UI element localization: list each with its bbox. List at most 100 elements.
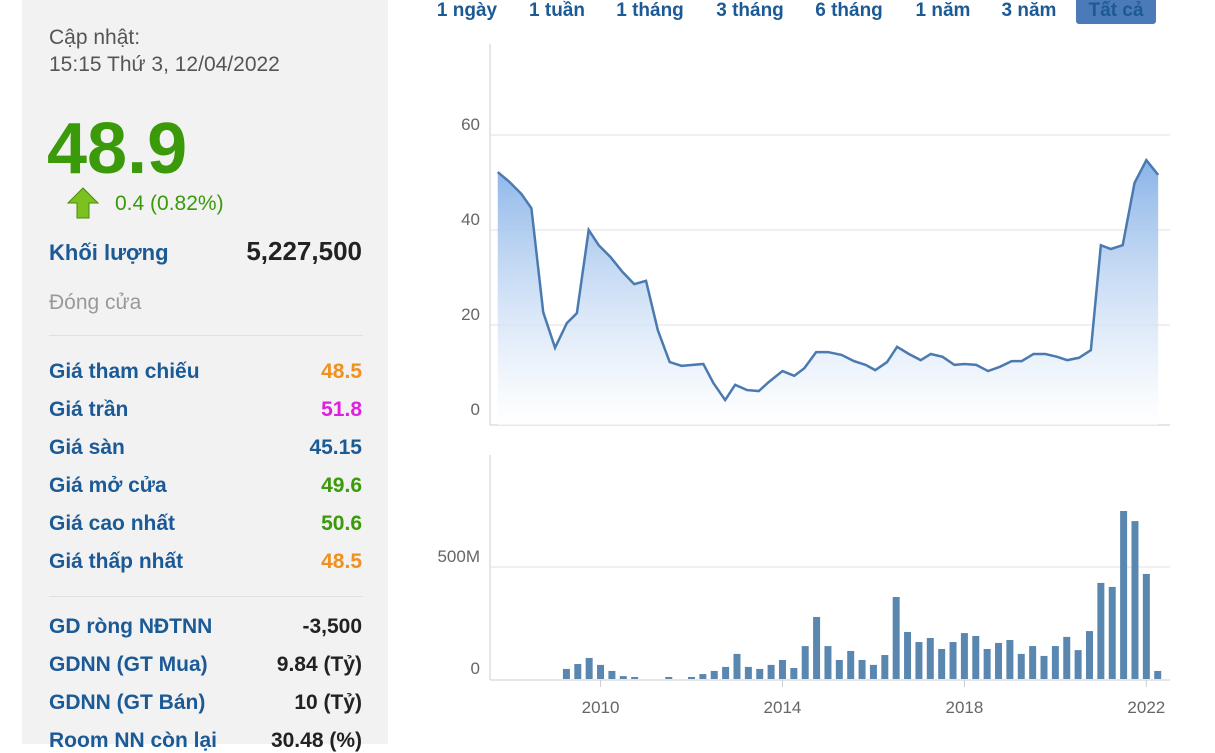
y-tick-label: 0 xyxy=(471,659,480,678)
row-label: Giá trần xyxy=(49,398,129,421)
volume-bar xyxy=(1074,650,1082,679)
volume-bar xyxy=(756,668,764,679)
volume-bar xyxy=(858,659,866,679)
row-label: Giá cao nhất xyxy=(49,512,176,535)
volume-bar xyxy=(778,659,786,679)
volume-bar xyxy=(960,633,968,679)
volume-bar xyxy=(926,638,934,679)
volume-bar xyxy=(1051,646,1059,679)
row-label: Giá tham chiếu xyxy=(49,360,200,383)
volume-bar xyxy=(949,642,957,679)
volume-bar xyxy=(1006,640,1014,679)
row-value: 48.5 xyxy=(321,550,362,573)
volume-bar xyxy=(801,646,809,679)
volume-bar xyxy=(1017,653,1025,679)
y-tick-label: 0 xyxy=(471,400,480,419)
volume-bar xyxy=(1131,521,1139,679)
volume-label: Khối lượng xyxy=(49,240,169,265)
x-tick-label: 2014 xyxy=(764,698,802,717)
range-button[interactable]: 3 tháng xyxy=(716,0,784,21)
volume-bar xyxy=(892,597,900,679)
volume-bar xyxy=(744,666,752,679)
volume-bar xyxy=(619,676,627,679)
y-tick-label: 40 xyxy=(461,210,480,229)
volume-bar xyxy=(1097,582,1105,679)
range-button[interactable]: 1 năm xyxy=(916,0,971,21)
volume-bar xyxy=(574,663,582,679)
row-value: 50.6 xyxy=(321,512,362,535)
row-value: 49.6 xyxy=(321,474,362,497)
row-label: GD ròng NĐTNN xyxy=(49,615,213,638)
row-value: 48.5 xyxy=(321,360,362,383)
x-tick-label: 2018 xyxy=(945,698,983,717)
row-label: Giá sàn xyxy=(49,436,125,459)
volume-bar xyxy=(824,646,832,679)
row-value: 9.84 (Tỷ) xyxy=(276,653,362,676)
volume-bar xyxy=(915,642,923,679)
price: 48.9 xyxy=(47,109,188,189)
volume-bar xyxy=(722,666,730,679)
volume-bar xyxy=(710,670,718,679)
volume-bar xyxy=(938,648,946,679)
y-tick-label: 20 xyxy=(461,305,480,324)
quote-panel: Cập nhật: 15:15 Thứ 3, 12/04/2022 48.9 0… xyxy=(22,0,388,752)
updated-label: Cập nhật: xyxy=(49,26,141,49)
volume-bar xyxy=(665,676,673,679)
volume-bar xyxy=(790,668,798,679)
row-value: -3,500 xyxy=(302,615,362,638)
volume-bar xyxy=(995,642,1003,679)
y-tick-label: 60 xyxy=(461,115,480,134)
row-value: 51.8 xyxy=(321,398,362,421)
row-value: 45.15 xyxy=(309,436,362,459)
range-button[interactable]: 1 tháng xyxy=(616,0,684,21)
volume-bar xyxy=(767,664,775,679)
volume-bar xyxy=(972,635,980,679)
separator xyxy=(49,335,363,336)
volume-bar xyxy=(869,664,877,679)
range-button[interactable]: Tất cả xyxy=(1089,0,1144,21)
price-line xyxy=(496,157,1160,403)
volume-bar xyxy=(699,674,707,679)
range-button[interactable]: 3 năm xyxy=(1002,0,1057,21)
up-arrow xyxy=(66,187,100,219)
volume-bar xyxy=(904,631,912,679)
volume-bar xyxy=(1085,631,1093,679)
volume-bar xyxy=(597,664,605,679)
volume-bar xyxy=(1029,646,1037,679)
volume-bar xyxy=(733,653,741,679)
volume-value: 5,227,500 xyxy=(246,236,362,266)
close-label: Đóng cửa xyxy=(49,291,142,314)
row-label: GDNN (GT Mua) xyxy=(49,653,208,676)
row-value: 10 (Tỷ) xyxy=(294,691,362,714)
volume-bar xyxy=(1108,586,1116,679)
volume-bar xyxy=(835,659,843,679)
row-label: Giá mở cửa xyxy=(49,474,167,497)
x-tick-label: 2022 xyxy=(1127,698,1165,717)
volume-bar xyxy=(1120,511,1128,679)
volume-bar xyxy=(847,651,855,679)
volume-bar xyxy=(585,657,593,679)
x-tick-label: 2010 xyxy=(582,698,620,717)
volume-bar xyxy=(983,648,991,679)
volume-bar xyxy=(1040,655,1048,679)
y-tick-label: 500M xyxy=(437,547,480,566)
active-range-bg xyxy=(1076,0,1156,24)
price-change: 0.4 (0.82%) xyxy=(115,192,224,215)
range-button[interactable]: 1 ngày xyxy=(437,0,498,21)
volume-bar xyxy=(608,670,616,679)
updated-time: 15:15 Thứ 3, 12/04/2022 xyxy=(49,53,280,76)
volume-bar xyxy=(813,616,821,679)
volume-bar xyxy=(881,655,889,679)
row-label: GDNN (GT Bán) xyxy=(49,691,206,714)
volume-bar xyxy=(562,668,570,679)
volume-bar xyxy=(1063,636,1071,679)
volume-bar xyxy=(1154,670,1162,679)
range-button[interactable]: 1 tuần xyxy=(529,0,585,21)
separator xyxy=(49,596,363,597)
volume-bar xyxy=(1142,573,1150,679)
volume-bar xyxy=(631,676,639,679)
range-button[interactable]: 6 tháng xyxy=(815,0,883,21)
row-label: Giá thấp nhất xyxy=(49,550,184,573)
